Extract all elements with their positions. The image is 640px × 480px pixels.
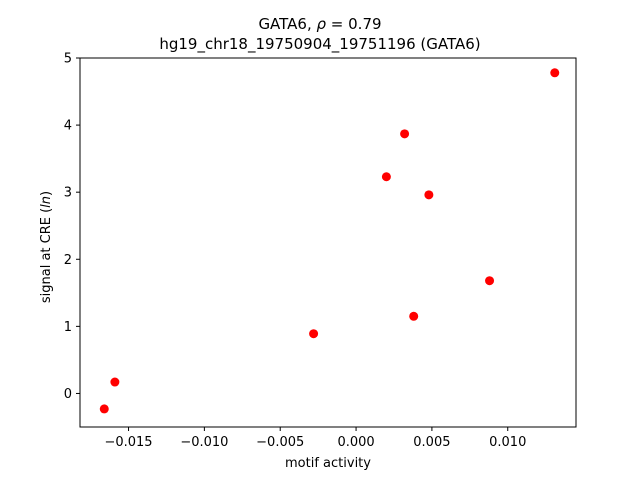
data-points [99, 68, 560, 414]
y-axis-ticks: 0 1 2 3 4 5 [64, 52, 80, 402]
x-tick-label: 0.005 [413, 435, 450, 450]
data-point [409, 311, 419, 321]
data-point [381, 172, 391, 182]
x-tick-label: −0.010 [180, 435, 228, 450]
data-point [110, 377, 120, 387]
x-axis-label: motif activity [285, 456, 371, 471]
data-point [400, 129, 410, 139]
y-tick-label: 0 [64, 387, 72, 402]
y-tick-label: 3 [64, 186, 72, 201]
x-axis-ticks: −0.015 −0.010 −0.005 0.000 0.005 0.010 [104, 427, 526, 450]
data-point [309, 329, 319, 339]
x-tick-label: −0.005 [256, 435, 304, 450]
data-point [550, 68, 560, 78]
chart-title-line2: hg19_chr18_19750904_19751196 (GATA6) [159, 35, 480, 54]
plot-area [79, 57, 577, 428]
x-tick-label: −0.015 [104, 435, 152, 450]
plot-frame [79, 57, 577, 428]
y-tick-label: 1 [64, 320, 72, 335]
data-point [99, 404, 109, 414]
y-tick-label: 4 [64, 119, 72, 134]
data-point [485, 276, 495, 286]
chart-title-line1: GATA6, ρ = 0.79 [258, 15, 381, 33]
y-tick-label: 2 [64, 253, 72, 268]
y-axis-label: signal at CRE (ln) [39, 191, 54, 303]
x-tick-label: 0.000 [337, 435, 374, 450]
data-point [424, 190, 434, 200]
x-tick-label: 0.010 [489, 435, 526, 450]
y-tick-label: 5 [64, 52, 72, 67]
